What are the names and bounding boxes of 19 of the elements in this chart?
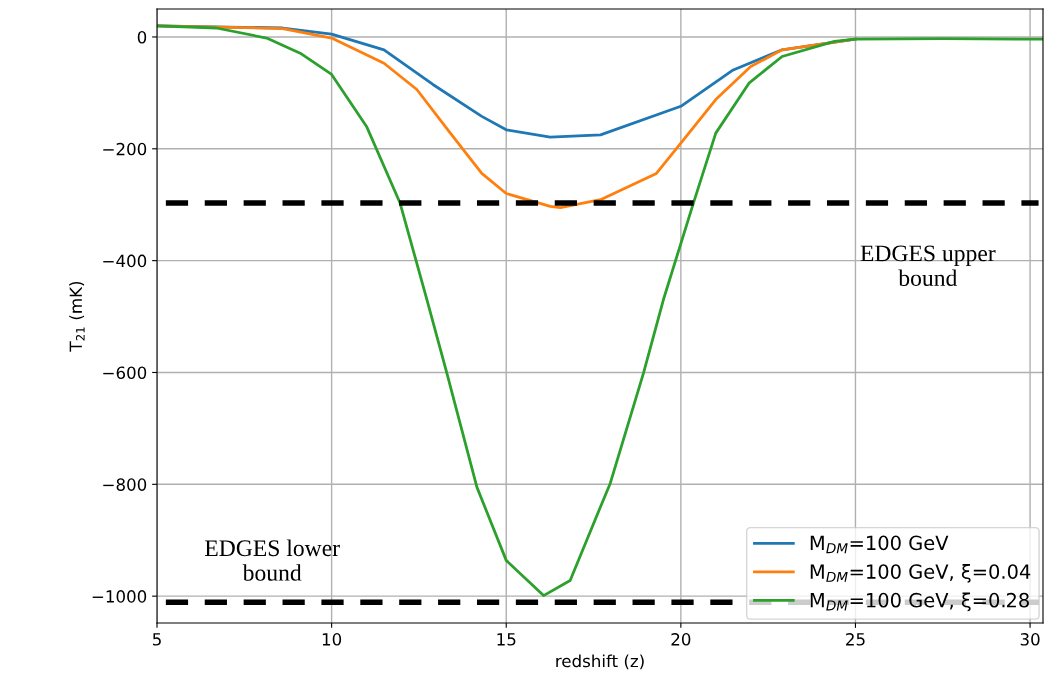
y-tick-label: −200 [103,142,147,156]
x-tick-label: 5 [152,633,161,646]
y-tick-label: 0 [137,30,147,44]
x-tick-label: 15 [497,633,516,646]
x-tick-label: 25 [846,633,865,646]
x-tick-label: 30 [1020,633,1040,646]
y-tick-label: −1000 [92,590,147,603]
legend-label: M$_{DM}$=100 GeV [810,535,949,554]
ref-line-label: EDGES upper bound [860,245,996,287]
x-axis-title: redshift (z) [556,654,644,670]
x-tick-label: 10 [322,633,342,646]
y-tick-label: −400 [103,254,147,268]
y-tick-label: −800 [103,478,147,491]
y-axis-title: T$_{21}$ (mK) [69,281,85,352]
ref-line-label: EDGES lower bound [204,539,340,581]
legend-label: M$_{DM}$=100 GeV, ξ=0.28 [810,592,1029,612]
x-tick-label: 20 [671,633,691,646]
legend-label: M$_{DM}$=100 GeV, ξ=0.04 [810,563,1031,583]
y-tick-label: −600 [103,366,147,380]
